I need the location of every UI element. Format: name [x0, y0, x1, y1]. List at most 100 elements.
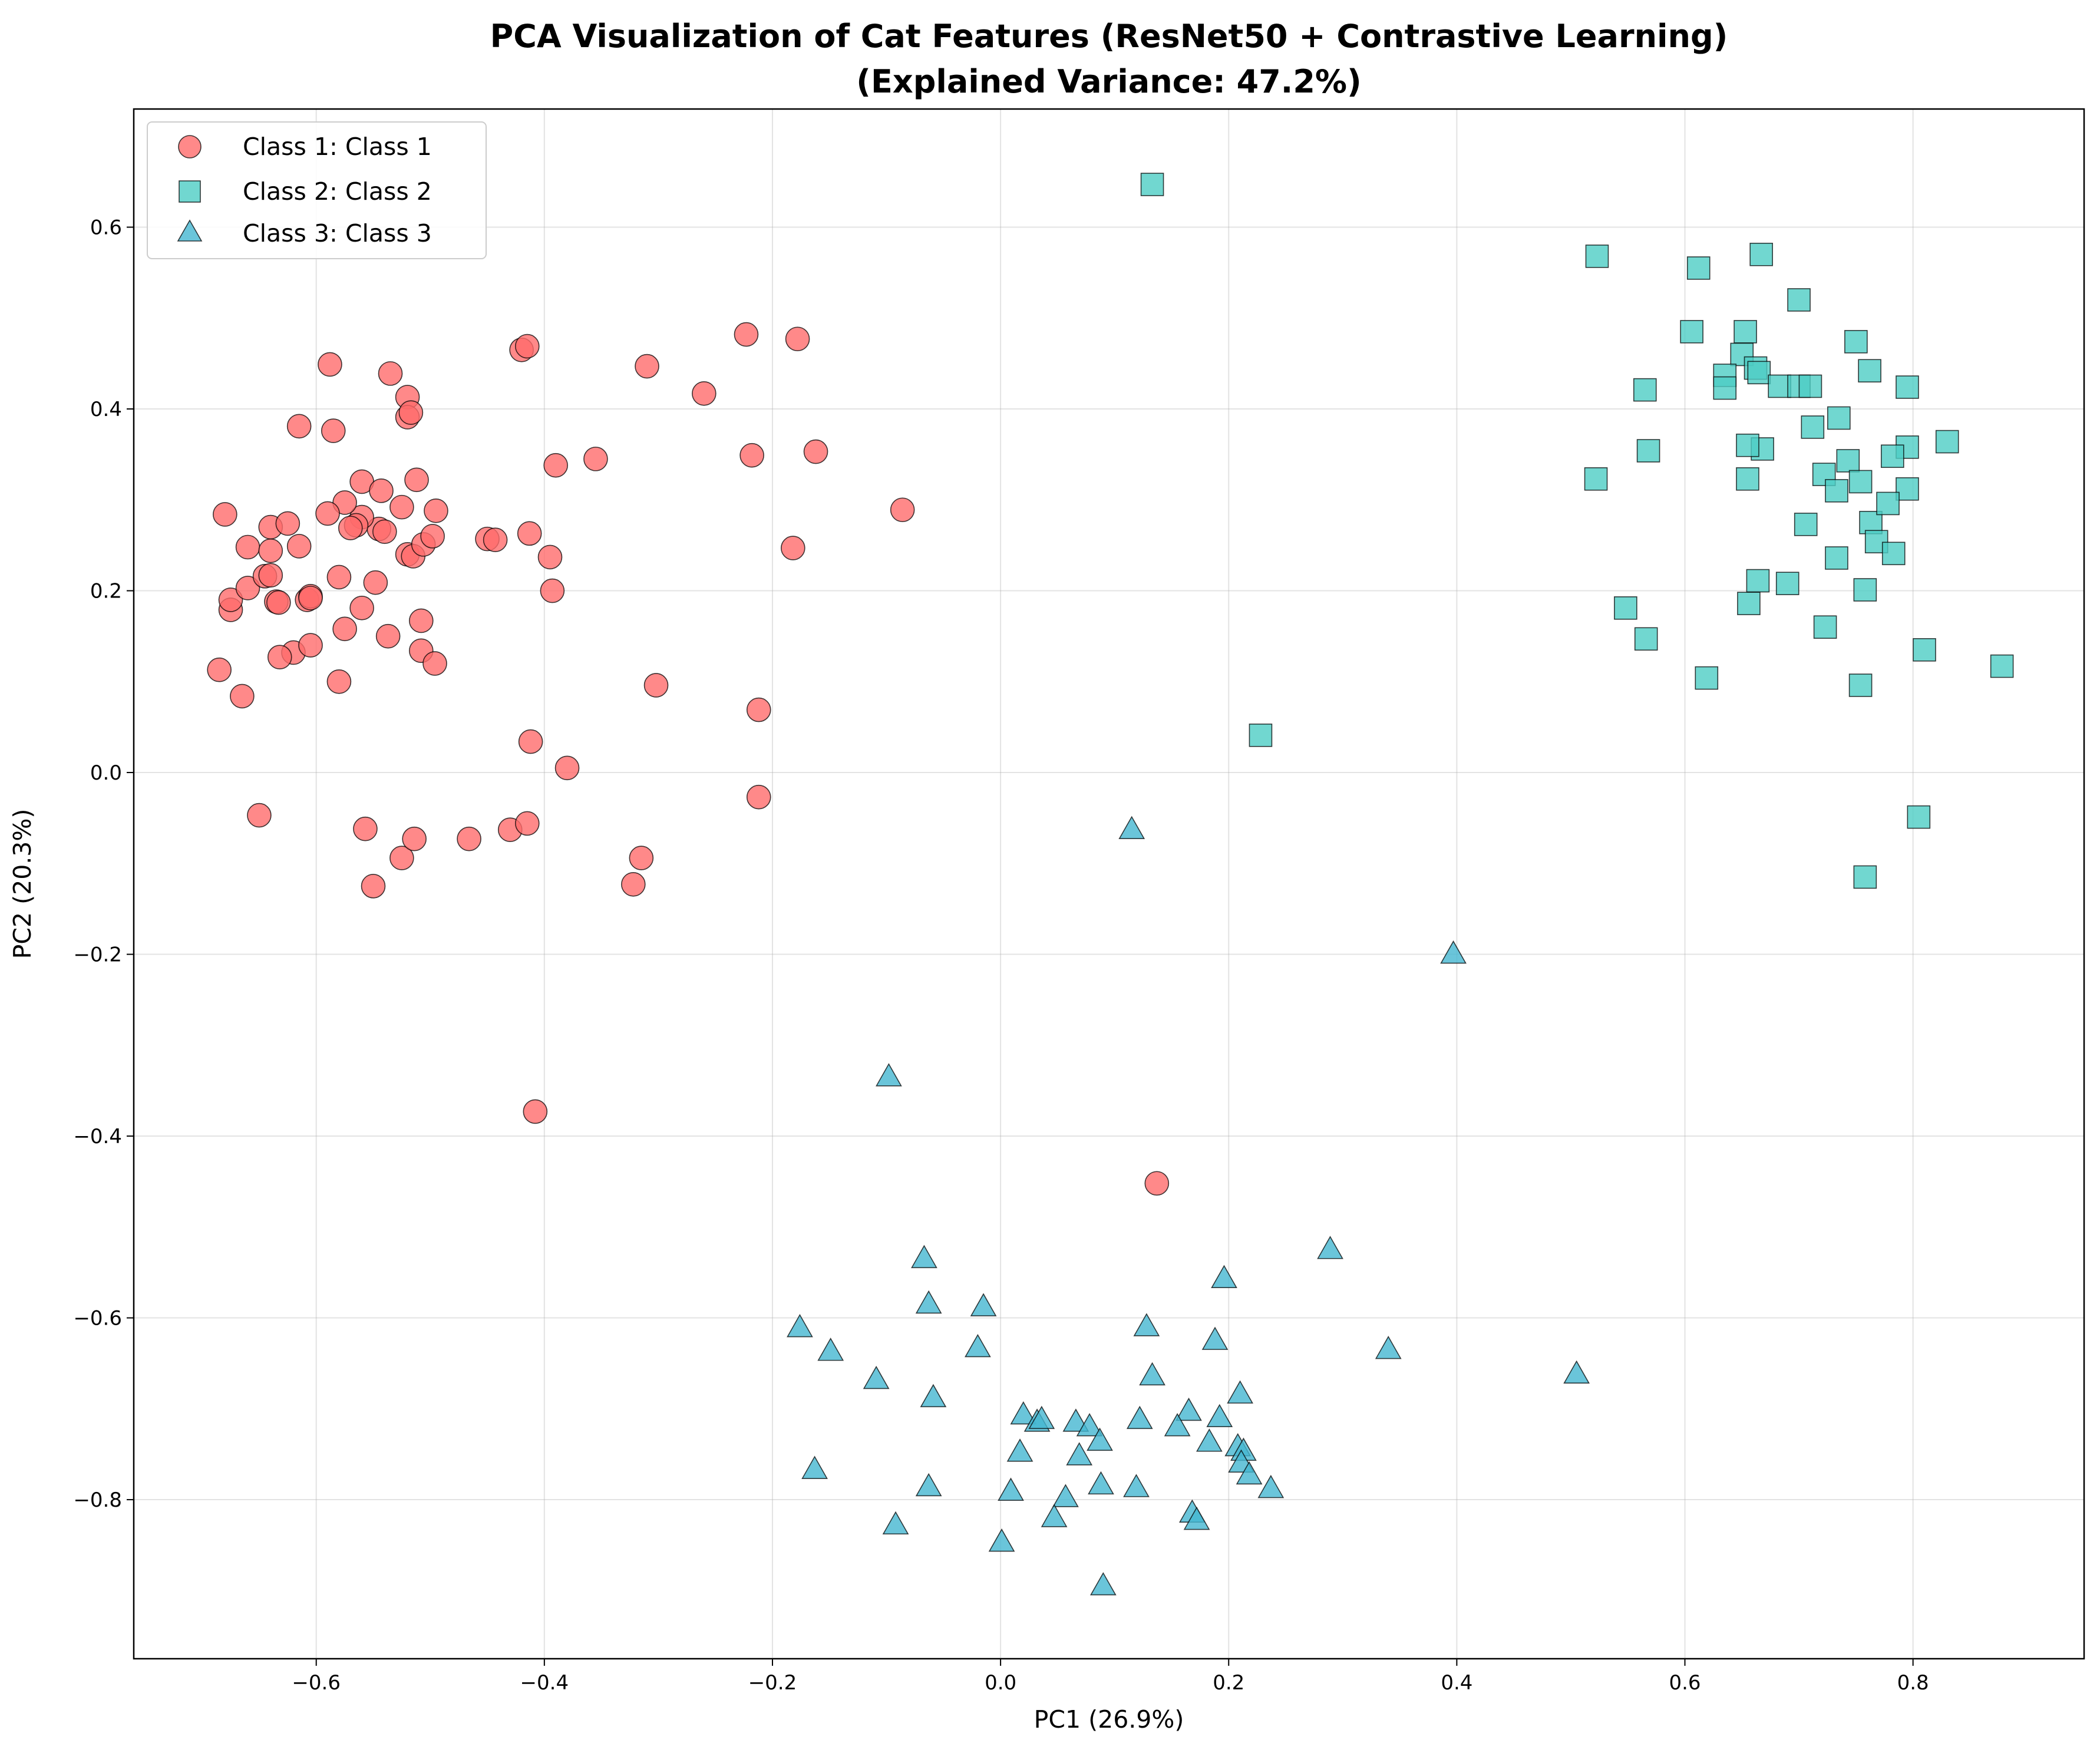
data-point	[326, 669, 352, 694]
data-point	[378, 361, 403, 386]
data-point	[1183, 1506, 1210, 1530]
data-point	[1825, 546, 1848, 570]
legend-marker-square	[179, 180, 201, 203]
data-point	[1066, 1442, 1093, 1465]
data-point	[1636, 439, 1660, 463]
chart-title: PCA Visualization of Cat Features (ResNe…	[490, 18, 1728, 55]
data-point	[915, 1473, 942, 1497]
data-point	[1041, 1504, 1068, 1527]
data-point	[876, 1063, 902, 1087]
data-point	[326, 564, 352, 590]
data-point	[787, 1313, 813, 1338]
y-tick-label: −0.8	[73, 1488, 122, 1512]
data-point	[389, 846, 414, 870]
data-point	[1249, 723, 1273, 747]
data-point	[1749, 243, 1774, 266]
data-point	[363, 570, 388, 595]
data-point	[1844, 330, 1868, 354]
x-tick-label: 0.8	[1897, 1671, 1929, 1695]
data-point	[1062, 1408, 1089, 1432]
legend-box	[147, 121, 487, 259]
data-point	[1881, 444, 1904, 468]
data-point	[424, 498, 448, 523]
data-point	[1734, 320, 1757, 344]
data-point	[515, 811, 540, 836]
y-tick-label: −0.4	[73, 1125, 122, 1148]
data-point	[692, 381, 716, 406]
data-point	[398, 400, 424, 425]
data-point	[890, 497, 915, 523]
data-point	[965, 1333, 991, 1358]
data-point	[1236, 1461, 1263, 1485]
data-point	[554, 755, 580, 781]
data-point	[1227, 1380, 1253, 1404]
data-point	[353, 816, 378, 841]
legend-marker-triangle	[177, 219, 203, 242]
data-point	[863, 1365, 890, 1389]
data-point	[218, 587, 243, 612]
data-point	[1087, 1427, 1113, 1451]
data-point	[1896, 477, 1919, 501]
data-point	[746, 784, 771, 810]
data-point	[1634, 627, 1658, 651]
data-point	[349, 596, 374, 620]
data-point	[1633, 378, 1657, 402]
data-point	[318, 352, 342, 377]
data-point	[1006, 1438, 1034, 1462]
y-axis-ticks: −0.8 −0.6 −0.4 −0.2 0.0 0.2 0.4 0.6	[73, 216, 134, 1512]
plot-area-frame	[133, 108, 2085, 1660]
data-point	[298, 586, 323, 610]
x-axis-ticks: −0.6 −0.4 −0.2 0.0 0.2 0.4 0.6 0.8	[292, 1659, 1929, 1695]
x-tick-label: 0.0	[985, 1671, 1016, 1695]
data-point	[1201, 1326, 1229, 1350]
data-point	[1028, 1405, 1055, 1430]
data-point	[1076, 1413, 1103, 1437]
x-tick-label: −0.4	[520, 1671, 569, 1695]
data-point	[258, 538, 283, 563]
data-point	[247, 803, 272, 828]
data-point	[361, 874, 386, 899]
data-point	[1196, 1428, 1223, 1452]
data-point	[537, 544, 563, 570]
data-point	[1563, 1360, 1590, 1384]
data-point	[1775, 572, 1799, 595]
data-point	[1736, 433, 1759, 457]
legend-label-class-1: Class 1: Class 1	[243, 133, 432, 161]
data-point	[420, 524, 445, 549]
data-point	[1787, 288, 1811, 312]
data-point	[1584, 467, 1608, 491]
data-point	[207, 657, 232, 682]
legend-marker-circle	[178, 135, 202, 159]
data-point	[315, 501, 340, 526]
data-point	[1144, 1171, 1170, 1196]
data-point	[422, 651, 447, 676]
y-tick-label: 0.0	[90, 761, 122, 785]
data-point	[515, 334, 540, 359]
data-point	[920, 1384, 947, 1408]
data-point	[1133, 1313, 1160, 1336]
data-point	[1737, 592, 1761, 615]
data-point	[1010, 1401, 1037, 1425]
data-point	[402, 826, 427, 851]
data-point	[583, 447, 608, 471]
data-point	[404, 467, 429, 493]
x-tick-label: −0.6	[292, 1671, 341, 1695]
x-tick-label: 0.4	[1441, 1671, 1472, 1695]
data-point	[375, 623, 401, 649]
data-point	[1680, 320, 1703, 344]
y-tick-label: 0.4	[90, 398, 122, 421]
data-point	[1164, 1413, 1191, 1437]
data-point	[1206, 1404, 1233, 1428]
data-point	[1713, 376, 1737, 400]
data-point	[1317, 1236, 1343, 1259]
x-tick-label: 0.6	[1669, 1671, 1701, 1695]
data-point	[1907, 805, 1931, 829]
legend-label-class-3: Class 3: Class 3	[243, 219, 432, 247]
data-point	[389, 494, 414, 520]
series-1	[207, 322, 1170, 1196]
data-point	[621, 871, 646, 897]
data-point	[266, 590, 291, 615]
data-points	[207, 173, 2014, 1596]
data-point	[1813, 615, 1837, 639]
data-point	[321, 418, 346, 443]
